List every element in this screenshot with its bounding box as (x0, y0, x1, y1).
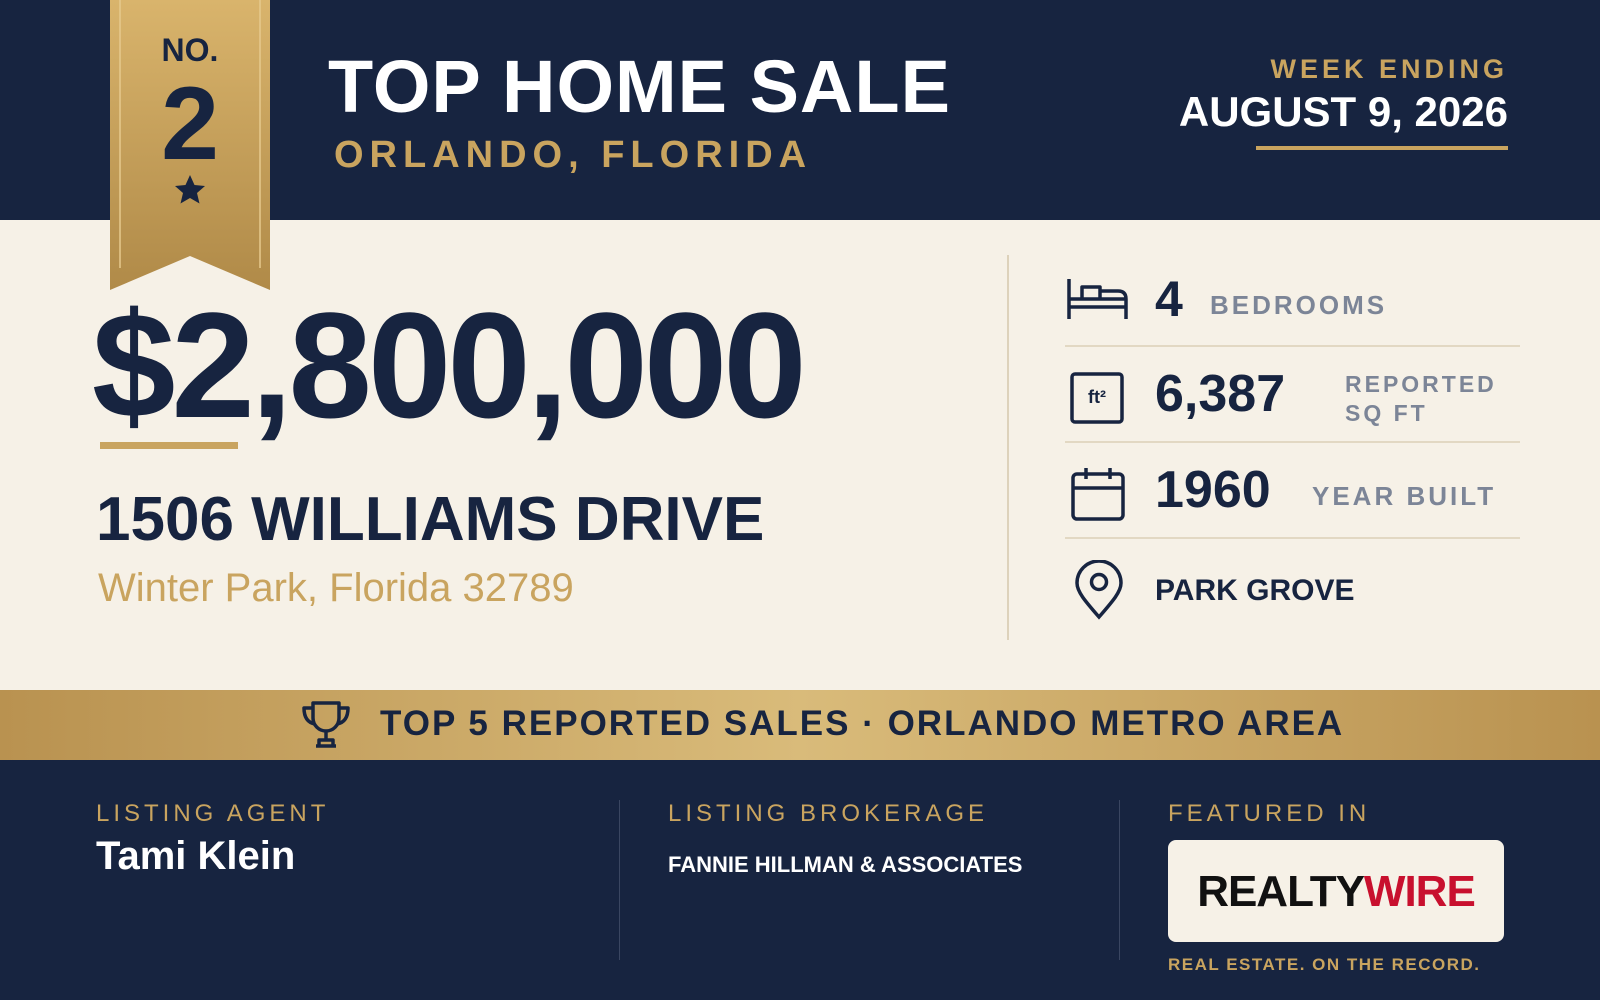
location: ORLANDO, FLORIDA (334, 134, 813, 176)
street-address: 1506 WILLIAMS DRIVE (96, 485, 765, 554)
sqft-value: 6,387 (1155, 365, 1286, 423)
sqft-icon-text: ft² (1088, 387, 1106, 407)
sqft-icon-frame (1070, 372, 1124, 424)
brokerage-name: FANNIE HILLMAN & ASSOCIATES (668, 852, 1023, 877)
title: TOP HOME SALE (328, 45, 951, 128)
trophy-icon (302, 701, 350, 748)
price-underline (100, 442, 238, 449)
price: $2,800,000 (92, 281, 807, 449)
year-label: YEAR BUILT (1312, 481, 1497, 511)
calendar-icon (1071, 468, 1125, 521)
featured-label: FEATURED IN (1168, 800, 1371, 827)
row-separator (1065, 537, 1520, 539)
publication-name-second: WIRE (1363, 867, 1476, 916)
banner-text: TOP 5 REPORTED SALES · ORLANDO METRO ARE… (380, 704, 1345, 743)
agent-name: Tami Klein (96, 834, 296, 878)
row-separator (1065, 441, 1520, 443)
year-value: 1960 (1155, 461, 1271, 519)
row-separator (1065, 345, 1520, 347)
brokerage-label: LISTING BROKERAGE (668, 800, 989, 827)
column-divider (1007, 255, 1009, 640)
footer-divider (619, 800, 620, 960)
agent-label: LISTING AGENT (96, 800, 330, 827)
bed-icon (1067, 279, 1128, 319)
rank-number: 2 (161, 66, 219, 182)
location-icon (1075, 560, 1123, 620)
publication-logo-box (1168, 840, 1504, 942)
week-underline (1256, 146, 1508, 150)
bedrooms-value: 4 (1155, 271, 1183, 327)
publication-tagline: REAL ESTATE. ON THE RECORD. (1168, 955, 1481, 974)
rank-prefix: NO. (161, 32, 219, 68)
sqft-label: REPORTED SQ FT (1345, 371, 1497, 426)
bedrooms-label: BEDROOMS (1210, 290, 1388, 320)
rank-ribbon (110, 0, 270, 290)
neighborhood: PARK GROVE (1155, 574, 1355, 607)
week-label: WEEK ENDING (1270, 54, 1508, 84)
publication-name-first: REALTY (1197, 867, 1365, 916)
city-line: Winter Park, Florida 32789 (98, 566, 574, 610)
publication-logo: REALTYWIRE (1168, 867, 1504, 917)
footer-divider (1119, 800, 1120, 960)
week-date: AUGUST 9, 2026 (1178, 88, 1508, 135)
banner-band (0, 690, 1600, 760)
